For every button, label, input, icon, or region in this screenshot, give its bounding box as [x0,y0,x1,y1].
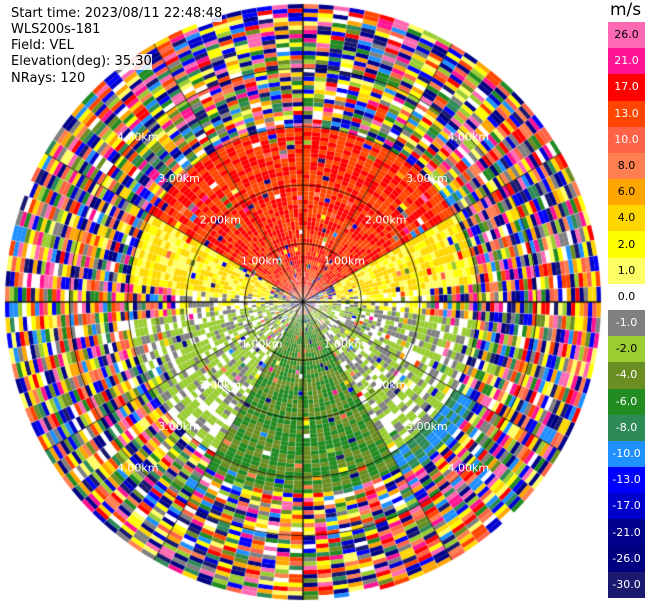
colorbar-tick-label: -8.0 [615,420,638,434]
colorbar-unit: m/s [610,0,642,20]
colorbar-tick-label: -4.0 [615,368,638,382]
colorbar-swatch [608,152,645,180]
colorbar-tick-label: 8.0 [617,159,636,172]
colorbar-swatch [608,467,645,494]
colorbar-swatch [608,231,645,259]
colorbar-swatch [608,414,645,442]
colorbar-swatch [608,22,645,49]
colorbar-tick-label: 21.0 [614,54,639,68]
range-ring-label: 4.00km [117,131,159,144]
colorbar-tick-label: 2.0 [617,237,636,251]
range-ring-label: 2.00km [200,379,242,392]
range-ring-label: 4.00km [447,461,489,474]
colorbar-swatch [608,283,645,311]
colorbar-swatch [608,545,645,573]
colorbar-swatch [608,205,645,232]
colorbar-tick-label: 13.0 [614,106,639,120]
colorbar-swatch [608,571,645,599]
colorbar: 26.0 21.0 17.0 13.0 10.0 8.0 6.0 4.0 2.0 1.0 0.0 -1… [608,22,645,599]
colorbar-swatch [608,179,645,206]
range-ring-label: 3.00km [158,172,200,185]
colorbar-swatch [608,362,645,390]
nrays-label: NRays: 120 [11,71,86,87]
colorbar-swatch [608,257,645,285]
range-ring-label: 3.00km [406,420,448,433]
colorbar-tick-label: -26.0 [612,551,641,565]
colorbar-swatch [608,310,645,337]
colorbar-tick-label: -6.0 [615,394,638,408]
colorbar-swatch [608,440,645,468]
colorbar-tick-label: 0.0 [617,289,636,303]
colorbar-tick-label: 4.0 [617,211,636,225]
colorbar-tick-label: -13.0 [612,473,641,487]
range-ring-label: 2.00km [365,213,407,226]
range-ring-label: 4.00km [117,461,159,474]
colorbar-tick-label: 6.0 [617,185,636,199]
colorbar-swatch [608,519,645,547]
range-ring-label: 3.00km [406,172,448,185]
colorbar-tick-label: -21.0 [612,525,641,539]
colorbar-tick-label: -1.0 [615,316,638,330]
range-ring-label: 1.00km [324,255,366,268]
colorbar-tick-label: -10.0 [612,447,641,460]
colorbar-tick-label: 1.0 [617,263,636,277]
instrument-label: WLS200s-181 [11,22,101,38]
colorbar-swatch [608,48,645,75]
colorbar-tick-label: 10.0 [614,132,639,146]
colorbar-swatch [608,388,645,416]
colorbar-tick-label: 26.0 [614,28,639,42]
colorbar-swatch [608,100,645,128]
range-ring-label: 1.00km [241,255,283,268]
range-ring-label: 3.00km [158,420,200,433]
colorbar-tick-label: -30.0 [612,577,641,591]
elevation-label: Elevation(deg): 35.30 [11,54,152,70]
colorbar-tick-label: -17.0 [612,499,641,513]
colorbar-swatch [608,74,645,102]
range-ring-label: 2.00km [200,213,242,226]
colorbar-tick-label: 17.0 [614,80,639,94]
range-ring-label: 2.00km [365,379,407,392]
colorbar-swatch [608,336,645,363]
range-ring-label: 1.00km [241,337,283,350]
range-ring-label: 1.00km [324,337,366,350]
start-time-label: Start time: 2023/08/11 22:48:48 [11,6,223,22]
colorbar-swatch [608,493,645,520]
colorbar-swatch [608,126,645,154]
field-label: Field: VEL [11,38,74,54]
range-ring-label: 4.00km [447,131,489,144]
range-label-layer: 1.00km 2.00km 3.00km 4.00km 1.00km 2.00km 3.00… [0,0,600,607]
colorbar-tick-label: -2.0 [615,342,638,356]
